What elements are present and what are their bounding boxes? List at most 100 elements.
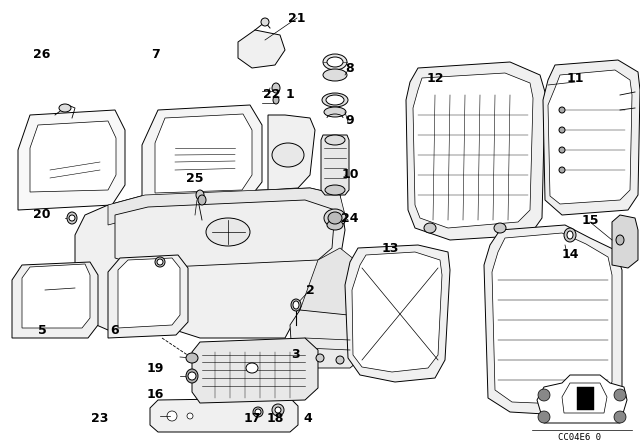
Ellipse shape <box>614 389 626 401</box>
Polygon shape <box>18 110 125 210</box>
Ellipse shape <box>324 107 346 117</box>
Polygon shape <box>562 383 607 413</box>
Ellipse shape <box>559 167 565 173</box>
Text: 20: 20 <box>33 208 51 221</box>
Text: 8: 8 <box>346 61 355 74</box>
Ellipse shape <box>616 235 624 245</box>
Polygon shape <box>537 375 627 423</box>
Polygon shape <box>548 70 632 204</box>
Ellipse shape <box>327 220 343 230</box>
Ellipse shape <box>59 104 71 112</box>
Ellipse shape <box>322 93 348 107</box>
Polygon shape <box>612 215 638 268</box>
Text: 10: 10 <box>341 168 359 181</box>
Ellipse shape <box>186 369 198 383</box>
Polygon shape <box>413 73 533 228</box>
Text: 15: 15 <box>581 214 599 227</box>
Ellipse shape <box>186 353 198 363</box>
Text: 23: 23 <box>92 412 109 425</box>
Text: 12: 12 <box>426 72 444 85</box>
Text: 13: 13 <box>381 241 399 254</box>
Text: 19: 19 <box>147 362 164 375</box>
Ellipse shape <box>275 407 281 413</box>
Ellipse shape <box>255 409 261 415</box>
Polygon shape <box>118 258 180 328</box>
Text: CC04E6 0: CC04E6 0 <box>559 432 602 441</box>
Polygon shape <box>115 200 335 268</box>
Ellipse shape <box>272 404 284 416</box>
Ellipse shape <box>167 411 177 421</box>
Ellipse shape <box>69 215 75 221</box>
Polygon shape <box>300 248 358 318</box>
Polygon shape <box>492 233 612 404</box>
Text: 7: 7 <box>150 48 159 61</box>
Ellipse shape <box>323 69 347 81</box>
Ellipse shape <box>261 18 269 26</box>
Polygon shape <box>22 264 90 328</box>
Ellipse shape <box>325 185 345 195</box>
Text: 17: 17 <box>243 412 260 425</box>
Ellipse shape <box>567 231 573 239</box>
Text: 4: 4 <box>303 412 312 425</box>
Ellipse shape <box>328 212 342 224</box>
Polygon shape <box>345 245 450 382</box>
Polygon shape <box>155 114 252 193</box>
Polygon shape <box>268 115 315 190</box>
Ellipse shape <box>253 407 263 417</box>
Polygon shape <box>577 387 594 410</box>
Ellipse shape <box>424 223 436 233</box>
Ellipse shape <box>273 96 279 104</box>
Text: 1: 1 <box>285 89 294 102</box>
Polygon shape <box>321 135 349 195</box>
Ellipse shape <box>157 259 163 265</box>
Ellipse shape <box>272 143 304 167</box>
Ellipse shape <box>326 95 344 105</box>
Polygon shape <box>75 188 345 338</box>
Polygon shape <box>192 338 318 403</box>
Ellipse shape <box>246 363 258 373</box>
Ellipse shape <box>188 372 196 380</box>
Polygon shape <box>108 255 188 338</box>
Text: 9: 9 <box>346 113 355 126</box>
Polygon shape <box>406 62 545 240</box>
Text: 2: 2 <box>306 284 314 297</box>
Ellipse shape <box>198 195 206 205</box>
Ellipse shape <box>155 257 165 267</box>
Ellipse shape <box>272 83 280 93</box>
Text: 26: 26 <box>33 48 51 61</box>
Ellipse shape <box>206 218 250 246</box>
Ellipse shape <box>293 301 299 309</box>
Polygon shape <box>238 30 285 68</box>
Text: 22: 22 <box>263 89 281 102</box>
Polygon shape <box>12 262 98 338</box>
Text: 6: 6 <box>111 323 119 336</box>
Ellipse shape <box>559 107 565 113</box>
Ellipse shape <box>327 57 343 67</box>
Ellipse shape <box>325 135 345 145</box>
Polygon shape <box>150 398 298 432</box>
Ellipse shape <box>316 354 324 362</box>
Text: 21: 21 <box>288 12 306 25</box>
Ellipse shape <box>564 228 576 242</box>
Polygon shape <box>543 60 640 215</box>
Polygon shape <box>142 105 262 205</box>
Ellipse shape <box>559 127 565 133</box>
Text: 3: 3 <box>291 349 300 362</box>
Ellipse shape <box>538 389 550 401</box>
Text: 18: 18 <box>266 412 284 425</box>
Ellipse shape <box>187 413 193 419</box>
Ellipse shape <box>323 54 347 70</box>
Ellipse shape <box>614 411 626 423</box>
Text: 16: 16 <box>147 388 164 401</box>
Ellipse shape <box>324 209 346 227</box>
Text: 14: 14 <box>561 249 579 262</box>
Polygon shape <box>30 121 116 192</box>
Polygon shape <box>290 310 362 368</box>
Polygon shape <box>108 188 345 225</box>
Ellipse shape <box>196 190 204 200</box>
Text: 5: 5 <box>38 323 46 336</box>
Text: 11: 11 <box>566 72 584 85</box>
Ellipse shape <box>291 299 301 311</box>
Polygon shape <box>484 225 622 415</box>
Text: 24: 24 <box>341 211 359 224</box>
